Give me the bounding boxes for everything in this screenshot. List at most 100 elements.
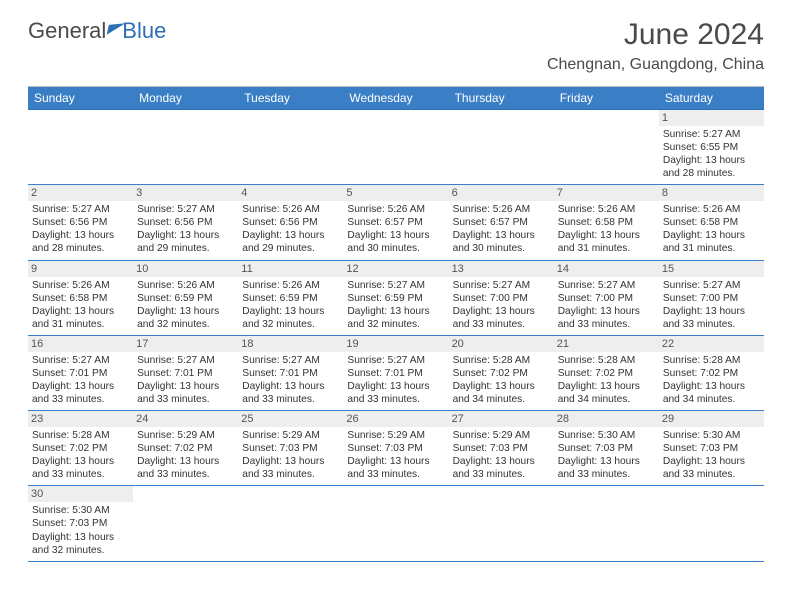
day-info: Sunrise: 5:27 AMSunset: 6:56 PMDaylight:… [32, 203, 129, 255]
day-info: Sunrise: 5:27 AMSunset: 7:01 PMDaylight:… [137, 354, 234, 406]
sunset-text: Sunset: 7:03 PM [242, 442, 339, 455]
daylight-text: Daylight: 13 hours and 29 minutes. [242, 229, 339, 255]
day-cell: 1Sunrise: 5:27 AMSunset: 6:55 PMDaylight… [659, 110, 764, 184]
day-cell: 16Sunrise: 5:27 AMSunset: 7:01 PMDayligh… [28, 336, 133, 410]
day-cell: 21Sunrise: 5:28 AMSunset: 7:02 PMDayligh… [554, 336, 659, 410]
sunset-text: Sunset: 6:56 PM [242, 216, 339, 229]
week-row: 16Sunrise: 5:27 AMSunset: 7:01 PMDayligh… [28, 336, 764, 411]
sunset-text: Sunset: 7:00 PM [663, 292, 760, 305]
day-number: 28 [554, 411, 659, 427]
day-info: Sunrise: 5:26 AMSunset: 6:59 PMDaylight:… [242, 279, 339, 331]
location-text: Chengnan, Guangdong, China [547, 56, 764, 74]
sunset-text: Sunset: 7:01 PM [347, 367, 444, 380]
day-cell: 28 Sunrise: 5:30 AMSunset: 7:03 PMDayligh… [554, 411, 659, 485]
day-cell [554, 110, 659, 184]
day-info: Sunrise: 5:30 AMSunset: 7:03 PMDaylight:… [558, 429, 655, 481]
day-cell: 17 Sunrise: 5:27 AMSunset: 7:01 PMDayligh… [133, 336, 238, 410]
day-info: Sunrise: 5:28 AMSunset: 7:02 PMDaylight:… [558, 354, 655, 406]
day-info: Sunrise: 5:26 AMSunset: 6:59 PMDaylight:… [137, 279, 234, 331]
brand-part1: General [28, 18, 106, 44]
weekday-wed: Wednesday [343, 87, 448, 109]
sunset-text: Sunset: 6:58 PM [663, 216, 760, 229]
header: General Blue June 2024 Chengnan, Guangdo… [0, 0, 792, 80]
week-row: 9 Sunrise: 5:26 AMSunset: 6:58 PMDaylight… [28, 261, 764, 336]
day-number: 18 [238, 336, 343, 352]
day-number: 17 [133, 336, 238, 352]
day-number: 22 [659, 336, 764, 352]
day-cell: 24Sunrise: 5:29 AMSunset: 7:02 PMDayligh… [133, 411, 238, 485]
day-number: 5 [343, 185, 448, 201]
sunrise-text: Sunrise: 5:27 AM [137, 203, 234, 216]
daylight-text: Daylight: 13 hours and 33 minutes. [347, 455, 444, 481]
daylight-text: Daylight: 13 hours and 30 minutes. [453, 229, 550, 255]
sunrise-text: Sunrise: 5:30 AM [32, 504, 129, 517]
day-number: 12 [343, 261, 448, 277]
sunset-text: Sunset: 6:55 PM [663, 141, 760, 154]
day-info: Sunrise: 5:28 AMSunset: 7:02 PMDaylight:… [453, 354, 550, 406]
daylight-text: Daylight: 13 hours and 33 minutes. [137, 380, 234, 406]
day-number: 11 [238, 261, 343, 277]
day-info: Sunrise: 5:27 AMSunset: 6:55 PMDaylight:… [663, 128, 760, 180]
sunrise-text: Sunrise: 5:27 AM [32, 354, 129, 367]
day-cell: 6Sunrise: 5:26 AMSunset: 6:57 PMDaylight… [449, 185, 554, 259]
day-cell: 19Sunrise: 5:27 AMSunset: 7:01 PMDayligh… [343, 336, 448, 410]
day-cell [343, 486, 448, 560]
day-number: 9 [28, 261, 133, 277]
sunrise-text: Sunrise: 5:26 AM [558, 203, 655, 216]
day-info: Sunrise: 5:27 AMSunset: 7:00 PMDaylight:… [558, 279, 655, 331]
day-info: Sunrise: 5:26 AMSunset: 6:58 PMDaylight:… [32, 279, 129, 331]
day-info: Sunrise: 5:30 AMSunset: 7:03 PMDaylight:… [32, 504, 129, 556]
daylight-text: Daylight: 13 hours and 31 minutes. [32, 305, 129, 331]
sunrise-text: Sunrise: 5:27 AM [663, 128, 760, 141]
day-info: Sunrise: 5:26 AMSunset: 6:58 PMDaylight:… [558, 203, 655, 255]
day-number: 23 [28, 411, 133, 427]
day-cell [28, 110, 133, 184]
day-number: 14 [554, 261, 659, 277]
weekday-tue: Tuesday [238, 87, 343, 109]
day-cell: 14 Sunrise: 5:27 AMSunset: 7:00 PMDayligh… [554, 261, 659, 335]
day-cell: 13Sunrise: 5:27 AMSunset: 7:00 PMDayligh… [449, 261, 554, 335]
sunrise-text: Sunrise: 5:27 AM [242, 354, 339, 367]
day-number: 26 [343, 411, 448, 427]
daylight-text: Daylight: 13 hours and 28 minutes. [663, 154, 760, 180]
daylight-text: Daylight: 13 hours and 32 minutes. [32, 531, 129, 557]
sunset-text: Sunset: 7:00 PM [558, 292, 655, 305]
day-info: Sunrise: 5:27 AMSunset: 7:00 PMDaylight:… [453, 279, 550, 331]
week-row: 30Sunrise: 5:30 AMSunset: 7:03 PMDayligh… [28, 486, 764, 561]
day-info: Sunrise: 5:26 AMSunset: 6:58 PMDaylight:… [663, 203, 760, 255]
weekday-fri: Friday [554, 87, 659, 109]
day-cell: 20Sunrise: 5:28 AMSunset: 7:02 PMDayligh… [449, 336, 554, 410]
day-cell: 9 Sunrise: 5:26 AMSunset: 6:58 PMDaylight… [28, 261, 133, 335]
day-cell: 7Sunrise: 5:26 AMSunset: 6:58 PMDaylight… [554, 185, 659, 259]
daylight-text: Daylight: 13 hours and 29 minutes. [137, 229, 234, 255]
sunset-text: Sunset: 7:00 PM [453, 292, 550, 305]
sunset-text: Sunset: 6:59 PM [347, 292, 444, 305]
day-info: Sunrise: 5:27 AMSunset: 6:56 PMDaylight:… [137, 203, 234, 255]
day-cell: 5Sunrise: 5:26 AMSunset: 6:57 PMDaylight… [343, 185, 448, 259]
sunrise-text: Sunrise: 5:27 AM [32, 203, 129, 216]
sunrise-text: Sunrise: 5:30 AM [558, 429, 655, 442]
weekday-sun: Sunday [28, 87, 133, 109]
sunset-text: Sunset: 6:57 PM [347, 216, 444, 229]
week-row: 23Sunrise: 5:28 AMSunset: 7:02 PMDayligh… [28, 411, 764, 486]
calendar-table: Sunday Monday Tuesday Wednesday Thursday… [28, 86, 764, 562]
sunset-text: Sunset: 6:57 PM [453, 216, 550, 229]
day-cell: 3Sunrise: 5:27 AMSunset: 6:56 PMDaylight… [133, 185, 238, 259]
daylight-text: Daylight: 13 hours and 34 minutes. [453, 380, 550, 406]
daylight-text: Daylight: 13 hours and 28 minutes. [32, 229, 129, 255]
sunrise-text: Sunrise: 5:26 AM [242, 279, 339, 292]
sunrise-text: Sunrise: 5:29 AM [347, 429, 444, 442]
sunset-text: Sunset: 7:03 PM [32, 517, 129, 530]
day-info: Sunrise: 5:26 AMSunset: 6:56 PMDaylight:… [242, 203, 339, 255]
day-info: Sunrise: 5:27 AMSunset: 7:01 PMDaylight:… [347, 354, 444, 406]
sunrise-text: Sunrise: 5:28 AM [663, 354, 760, 367]
sunrise-text: Sunrise: 5:26 AM [137, 279, 234, 292]
day-cell [554, 486, 659, 560]
sunset-text: Sunset: 7:02 PM [32, 442, 129, 455]
day-cell: 8Sunrise: 5:26 AMSunset: 6:58 PMDaylight… [659, 185, 764, 259]
day-cell: 10Sunrise: 5:26 AMSunset: 6:59 PMDayligh… [133, 261, 238, 335]
daylight-text: Daylight: 13 hours and 33 minutes. [453, 455, 550, 481]
sunset-text: Sunset: 7:03 PM [347, 442, 444, 455]
day-cell [238, 486, 343, 560]
day-info: Sunrise: 5:27 AMSunset: 6:59 PMDaylight:… [347, 279, 444, 331]
